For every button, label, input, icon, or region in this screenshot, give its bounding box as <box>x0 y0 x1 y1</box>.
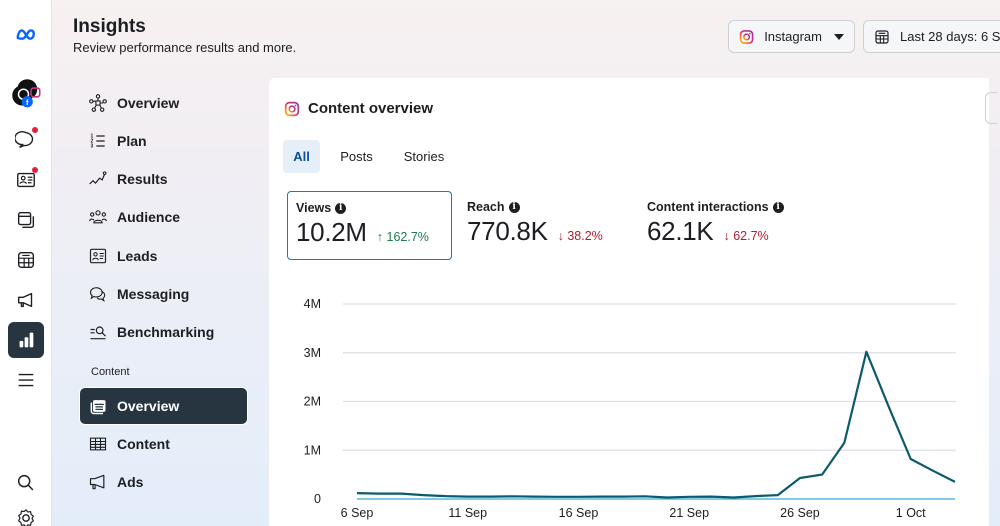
notification-badge <box>32 167 38 173</box>
posts-icon[interactable] <box>8 202 44 238</box>
numbered-list-icon: 123 <box>91 134 105 150</box>
nav-item-label: Audience <box>117 209 181 225</box>
y-tick-label: 3M <box>304 346 321 360</box>
contact-card-icon <box>89 248 107 264</box>
card-title-text: Content overview <box>308 100 434 117</box>
metric-label: Views <box>296 201 332 215</box>
accounts-avatar-icon[interactable]: f <box>8 75 44 111</box>
people-icon <box>89 210 107 224</box>
tab-all[interactable]: All <box>283 140 320 173</box>
nav-item-label: Content <box>117 436 170 452</box>
info-icon[interactable]: i <box>508 201 520 213</box>
arrow-up-icon: ↑ <box>376 230 387 244</box>
instagram-icon <box>284 101 300 116</box>
nav-item-audience[interactable]: Audience <box>80 199 247 235</box>
nav-item-benchmarking[interactable]: Benchmarking <box>80 314 247 350</box>
y-tick-label: 2M <box>304 395 321 409</box>
card-action-button[interactable] <box>985 92 997 124</box>
megaphone-icon[interactable] <box>8 282 44 318</box>
content-overview-card: Content overview All Posts Stories Views… <box>269 78 997 526</box>
date-range-label: Last 28 days: 6 Se <box>900 29 1000 44</box>
x-tick-label: 16 Sep <box>559 506 599 520</box>
content-overview-icon <box>90 400 106 415</box>
info-icon[interactable]: i <box>335 202 347 214</box>
arrow-down-icon: ↓ <box>723 229 734 243</box>
network-icon <box>89 94 107 112</box>
svg-text:2: 2 <box>91 139 94 145</box>
settings-gear-icon[interactable] <box>8 500 44 526</box>
metric-delta: 62.7% <box>733 229 769 243</box>
trend-line-icon <box>89 171 107 185</box>
tab-posts[interactable]: Posts <box>340 149 373 164</box>
nav-item-label: Overview <box>117 398 180 414</box>
metric-value: 10.2M <box>296 217 367 247</box>
page-subtitle: Review performance results and more. <box>73 40 297 55</box>
benchmark-icon <box>90 326 106 340</box>
svg-text:1: 1 <box>91 134 94 140</box>
metric-reach[interactable]: Reach i 770.8K ↓ 38.2% <box>459 191 634 260</box>
megaphone-icon <box>89 474 105 490</box>
x-tick-label: 6 Sep <box>341 506 374 520</box>
metric-label: Reach <box>467 200 505 214</box>
y-tick-label: 4M <box>304 297 321 311</box>
nav-section-content: Content <box>91 366 130 378</box>
x-tick-label: 1 Oct <box>896 506 926 520</box>
caret-down-icon <box>834 33 844 40</box>
metric-content-interactions[interactable]: Content interactions i 62.1K ↓ 62.7% <box>639 191 839 260</box>
card-title: Content overview <box>284 100 433 117</box>
chat-icon[interactable] <box>8 122 44 158</box>
arrow-down-icon: ↓ <box>557 229 568 243</box>
chat-bubbles-icon <box>89 287 106 302</box>
nav-item-label: Overview <box>117 95 180 111</box>
instagram-icon <box>739 29 754 44</box>
date-range-picker[interactable]: Last 28 days: 6 Se <box>863 20 1000 53</box>
app-rail: f <box>0 0 52 526</box>
metric-views[interactable]: Views i 10.2M ↑ 162.7% <box>287 191 452 260</box>
metric-value: 62.1K <box>647 216 714 246</box>
nav-item-ads[interactable]: Ads <box>80 464 247 500</box>
svg-text:f: f <box>26 98 29 107</box>
notification-badge <box>32 127 38 133</box>
nav-item-label: Ads <box>117 474 144 490</box>
nav-item-leads[interactable]: Leads <box>80 238 247 274</box>
meta-logo-icon[interactable] <box>8 17 44 53</box>
nav-item-label: Benchmarking <box>117 324 215 340</box>
x-tick-label: 11 Sep <box>448 506 487 520</box>
y-tick-label: 1M <box>304 443 321 457</box>
nav-item-label: Plan <box>117 133 147 149</box>
platform-label: Instagram <box>764 29 822 44</box>
nav-item-label: Messaging <box>117 286 190 302</box>
metric-label: Content interactions <box>647 200 769 214</box>
metric-delta: 162.7% <box>386 230 429 244</box>
calendar-icon <box>875 29 889 44</box>
nav-item-results[interactable]: Results <box>80 161 247 197</box>
metric-value: 770.8K <box>467 216 548 246</box>
metric-delta: 38.2% <box>567 229 603 243</box>
nav-item-content-overview[interactable]: Overview <box>80 388 247 424</box>
x-tick-label: 26 Sep <box>780 506 820 520</box>
x-tick-label: 21 Sep <box>669 506 709 520</box>
info-icon[interactable]: i <box>772 201 784 213</box>
menu-icon[interactable] <box>8 362 44 398</box>
data-points <box>356 351 956 498</box>
platform-dropdown[interactable]: Instagram <box>728 20 855 53</box>
y-tick-label: 0 <box>314 492 321 506</box>
tab-stories[interactable]: Stories <box>403 149 445 164</box>
svg-text:3: 3 <box>91 144 94 150</box>
series-line-views <box>356 350 956 499</box>
nav-item-messaging[interactable]: Messaging <box>80 276 247 312</box>
nav-item-label: Leads <box>117 248 158 264</box>
page-title: Insights <box>73 16 146 37</box>
contact-card-icon[interactable] <box>8 162 44 198</box>
nav-item-overview[interactable]: Overview <box>80 85 247 121</box>
nav-item-label: Results <box>117 171 168 187</box>
insights-bar-chart-icon[interactable] <box>8 322 44 358</box>
search-icon[interactable] <box>8 465 44 501</box>
nav-item-content[interactable]: Content <box>80 426 247 462</box>
calendar-icon[interactable] <box>8 242 44 278</box>
table-icon <box>89 437 107 451</box>
